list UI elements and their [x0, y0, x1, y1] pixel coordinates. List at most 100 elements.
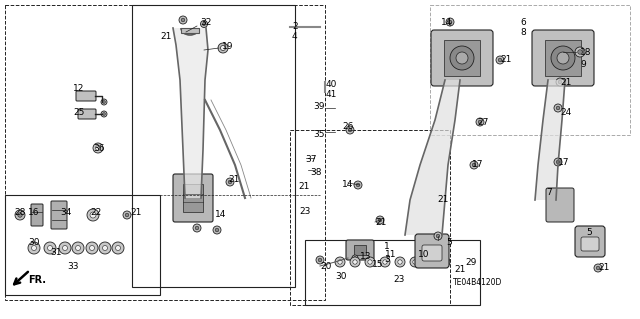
Circle shape — [316, 256, 324, 264]
FancyBboxPatch shape — [422, 245, 442, 261]
Text: 31: 31 — [50, 248, 61, 257]
Text: 10: 10 — [418, 250, 429, 259]
Circle shape — [93, 143, 103, 153]
Circle shape — [456, 52, 468, 64]
Text: 14: 14 — [441, 18, 452, 27]
Circle shape — [470, 161, 478, 169]
Circle shape — [425, 257, 435, 267]
Circle shape — [28, 242, 40, 254]
Circle shape — [410, 257, 420, 267]
Text: 21: 21 — [500, 55, 511, 64]
Circle shape — [125, 213, 129, 217]
Text: 8: 8 — [520, 28, 525, 37]
FancyBboxPatch shape — [78, 109, 96, 119]
Text: 41: 41 — [326, 90, 337, 99]
Text: 7: 7 — [546, 188, 552, 197]
Bar — [5, 195, 160, 295]
Circle shape — [101, 111, 107, 117]
Circle shape — [318, 258, 322, 262]
Text: 21: 21 — [160, 32, 172, 41]
Text: 21: 21 — [560, 78, 572, 87]
Circle shape — [554, 104, 562, 112]
Circle shape — [413, 260, 417, 264]
FancyBboxPatch shape — [532, 30, 594, 86]
Polygon shape — [405, 80, 460, 235]
Circle shape — [202, 22, 205, 26]
Text: 17: 17 — [472, 160, 483, 169]
Circle shape — [90, 246, 95, 250]
Text: 19: 19 — [222, 42, 234, 51]
Circle shape — [101, 99, 107, 105]
Circle shape — [446, 18, 454, 26]
Bar — [305, 240, 480, 305]
Bar — [5, 5, 325, 300]
Text: 13: 13 — [360, 252, 371, 261]
Text: 20: 20 — [320, 262, 332, 271]
Polygon shape — [173, 28, 208, 198]
Text: 5: 5 — [586, 228, 592, 237]
Circle shape — [218, 43, 228, 53]
Circle shape — [123, 211, 131, 219]
Circle shape — [352, 255, 358, 261]
Text: 1: 1 — [384, 242, 390, 251]
Bar — [430, 5, 630, 135]
FancyBboxPatch shape — [76, 91, 96, 101]
Circle shape — [18, 213, 22, 217]
Circle shape — [226, 178, 234, 186]
Circle shape — [102, 246, 108, 250]
Circle shape — [102, 113, 106, 115]
Circle shape — [551, 46, 575, 70]
Text: 34: 34 — [60, 208, 72, 217]
Circle shape — [112, 242, 124, 254]
Circle shape — [76, 246, 81, 250]
Circle shape — [354, 181, 362, 189]
Circle shape — [193, 224, 201, 232]
Circle shape — [368, 260, 372, 264]
Text: 40: 40 — [326, 80, 337, 89]
Circle shape — [335, 257, 345, 267]
FancyBboxPatch shape — [415, 234, 449, 268]
Circle shape — [443, 260, 447, 264]
Circle shape — [596, 266, 600, 270]
Circle shape — [472, 163, 476, 167]
Circle shape — [195, 226, 199, 230]
FancyBboxPatch shape — [546, 188, 574, 222]
FancyBboxPatch shape — [575, 226, 605, 257]
Circle shape — [428, 260, 432, 264]
Circle shape — [383, 260, 387, 264]
FancyBboxPatch shape — [173, 174, 213, 222]
Polygon shape — [535, 80, 565, 200]
Bar — [444, 40, 480, 76]
Circle shape — [87, 209, 99, 221]
Circle shape — [356, 183, 360, 187]
Circle shape — [496, 56, 504, 64]
Circle shape — [575, 47, 585, 57]
FancyBboxPatch shape — [51, 201, 67, 229]
Text: 32: 32 — [200, 18, 211, 27]
Circle shape — [200, 20, 207, 27]
Text: FR.: FR. — [28, 275, 46, 285]
Text: 21: 21 — [454, 265, 465, 274]
Bar — [290, 130, 450, 305]
Text: 30: 30 — [335, 272, 346, 281]
Circle shape — [557, 52, 569, 64]
Circle shape — [215, 228, 219, 232]
Bar — [545, 40, 581, 76]
Circle shape — [578, 50, 582, 54]
FancyBboxPatch shape — [346, 240, 374, 260]
Text: 36: 36 — [93, 144, 104, 153]
Text: 15: 15 — [372, 260, 383, 269]
Text: 26: 26 — [342, 122, 353, 131]
Text: 16: 16 — [28, 208, 40, 217]
Text: 4: 4 — [292, 32, 298, 41]
Circle shape — [47, 246, 52, 250]
Circle shape — [378, 218, 382, 222]
Circle shape — [478, 120, 482, 124]
Text: 39: 39 — [313, 102, 324, 111]
Circle shape — [99, 242, 111, 254]
Circle shape — [86, 242, 98, 254]
FancyBboxPatch shape — [431, 30, 493, 86]
Circle shape — [440, 257, 450, 267]
Circle shape — [450, 46, 474, 70]
Text: 23: 23 — [299, 207, 310, 216]
